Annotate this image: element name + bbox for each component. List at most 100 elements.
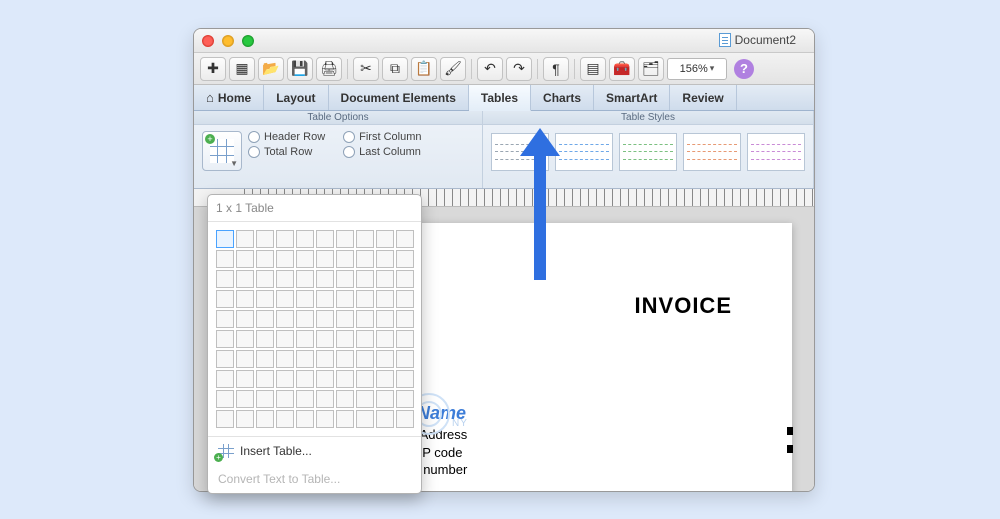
grid-cell[interactable] [296,250,314,268]
grid-cell[interactable] [216,250,234,268]
grid-cell[interactable] [276,330,294,348]
copy-icon[interactable]: ⧉ [382,57,408,81]
tab-tables[interactable]: Tables [469,85,531,111]
grid-cell[interactable] [236,390,254,408]
grid-cell[interactable] [276,390,294,408]
header-row-option[interactable]: Header Row [248,131,325,143]
grid-cell[interactable] [316,350,334,368]
cut-icon[interactable]: ✂ [353,57,379,81]
grid-cell[interactable] [296,230,314,248]
grid-cell[interactable] [356,350,374,368]
grid-cell[interactable] [336,330,354,348]
table-style-thumb[interactable] [747,133,805,171]
table-style-thumb[interactable] [683,133,741,171]
grid-cell[interactable] [256,230,274,248]
grid-cell[interactable] [316,230,334,248]
grid-cell[interactable] [276,230,294,248]
grid-cell[interactable] [276,270,294,288]
toolbox-icon[interactable]: 🧰 [609,57,635,81]
grid-cell[interactable] [316,390,334,408]
grid-cell[interactable] [316,370,334,388]
grid-cell[interactable] [236,270,254,288]
grid-cell[interactable] [396,290,414,308]
grid-cell[interactable] [356,410,374,428]
grid-cell[interactable] [336,290,354,308]
grid-cell[interactable] [276,410,294,428]
grid-cell[interactable] [276,370,294,388]
tab-document-elements[interactable]: Document Elements [329,85,469,110]
grid-cell[interactable] [216,310,234,328]
grid-cell[interactable] [256,270,274,288]
grid-cell[interactable] [236,370,254,388]
grid-cell[interactable] [216,410,234,428]
grid-cell[interactable] [236,310,254,328]
grid-cell[interactable] [336,310,354,328]
grid-cell[interactable] [296,270,314,288]
grid-cell[interactable] [376,370,394,388]
table-style-thumb[interactable] [619,133,677,171]
undo-icon[interactable]: ↶ [477,57,503,81]
new-table-button[interactable]: + ▼ [202,131,242,171]
grid-cell[interactable] [376,310,394,328]
grid-cell[interactable] [216,270,234,288]
grid-cell[interactable] [316,290,334,308]
grid-cell[interactable] [356,290,374,308]
grid-cell[interactable] [336,230,354,248]
grid-cell[interactable] [376,410,394,428]
grid-cell[interactable] [316,410,334,428]
grid-cell[interactable] [396,330,414,348]
grid-cell[interactable] [356,270,374,288]
grid-cell[interactable] [396,350,414,368]
grid-cell[interactable] [236,410,254,428]
grid-cell[interactable] [376,230,394,248]
grid-cell[interactable] [256,390,274,408]
grid-cell[interactable] [356,330,374,348]
save-icon[interactable]: 💾 [287,57,313,81]
grid-cell[interactable] [296,410,314,428]
grid-cell[interactable] [376,390,394,408]
grid-cell[interactable] [336,270,354,288]
grid-cell[interactable] [296,350,314,368]
close-window-button[interactable] [202,35,214,47]
last-column-option[interactable]: Last Column [343,146,421,158]
grid-cell[interactable] [396,230,414,248]
grid-cell[interactable] [256,350,274,368]
minimize-window-button[interactable] [222,35,234,47]
grid-cell[interactable] [336,370,354,388]
grid-cell[interactable] [216,370,234,388]
tab-layout[interactable]: Layout [264,85,328,110]
grid-cell[interactable] [296,290,314,308]
grid-cell[interactable] [216,350,234,368]
grid-cell[interactable] [256,250,274,268]
grid-cell[interactable] [236,290,254,308]
grid-cell[interactable] [336,250,354,268]
grid-cell[interactable] [296,370,314,388]
grid-cell[interactable] [256,370,274,388]
format-painter-icon[interactable]: 🖌 [440,57,466,81]
grid-cell[interactable] [256,290,274,308]
zoom-selector[interactable]: 156% [667,58,727,80]
grid-cell[interactable] [216,330,234,348]
grid-cell[interactable] [256,410,274,428]
tab-charts[interactable]: Charts [531,85,594,110]
grid-cell[interactable] [276,310,294,328]
grid-cell[interactable] [276,350,294,368]
media-icon[interactable]: 🗂 [638,57,664,81]
help-icon[interactable]: ? [734,59,754,79]
grid-cell[interactable] [356,230,374,248]
grid-cell[interactable] [376,250,394,268]
grid-cell[interactable] [336,350,354,368]
grid-cell[interactable] [316,310,334,328]
first-column-option[interactable]: First Column [343,131,421,143]
grid-cell[interactable] [336,390,354,408]
grid-cell[interactable] [396,270,414,288]
table-style-thumb[interactable] [555,133,613,171]
sidebar-icon[interactable]: ▤ [580,57,606,81]
zoom-window-button[interactable] [242,35,254,47]
tab-smartart[interactable]: SmartArt [594,85,670,110]
grid-cell[interactable] [356,310,374,328]
grid-cell[interactable] [256,310,274,328]
grid-cell[interactable] [316,330,334,348]
grid-cell[interactable] [376,270,394,288]
grid-cell[interactable] [356,250,374,268]
